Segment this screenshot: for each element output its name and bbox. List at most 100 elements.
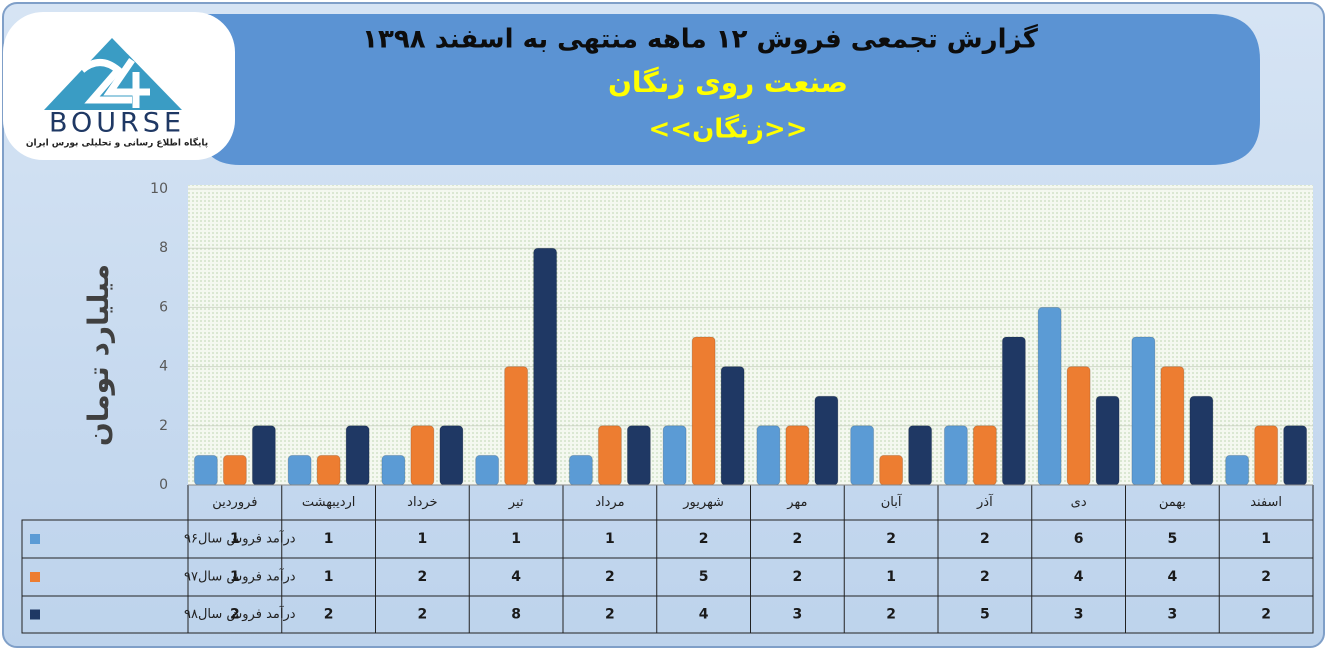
table-cell: 2 [793,531,803,547]
chart-subtitle2: <<زنگان>> [649,114,808,145]
bar [850,425,875,486]
table-cell: 8 [511,607,521,623]
legend-label: درآمد فروش سال۹۷ [184,568,296,585]
bar [879,454,904,486]
x-tick-label: آبان [881,493,903,510]
table-cell: 3 [1074,607,1084,623]
table-cell: 1 [1261,531,1271,547]
x-tick-label: اسفند [1250,495,1282,510]
y-tick-label: 6 [159,299,168,315]
legend-label: درآمد فروش سال۹۸ [184,605,296,622]
legend-swatch [30,609,40,620]
x-tick-label: خرداد [407,495,437,510]
table-cell: 4 [1168,569,1178,585]
plot-area [188,185,1313,485]
table-cell: 2 [230,607,240,623]
bar [568,454,593,486]
bar [662,425,687,486]
table-cell: 2 [418,607,428,623]
table-cell: 5 [699,569,709,585]
logo-text: BOURSE [49,108,185,139]
bar [756,425,781,486]
bar [720,366,745,486]
bar [251,425,276,486]
table-cell: 1 [886,569,896,585]
bar [1001,336,1026,486]
table-cell: 1 [230,531,240,547]
bar [287,454,312,486]
table-cell: 2 [886,607,896,623]
bar [439,425,464,486]
table-cell: 2 [1261,569,1271,585]
y-axis-label: میلیارد تومان [82,264,115,446]
bar [1095,395,1120,486]
bar [410,425,435,486]
table-cell: 2 [605,569,615,585]
y-tick-label: 4 [159,359,168,375]
legend-swatch [30,534,40,544]
bar [475,454,500,486]
table-cell: 2 [980,569,990,585]
bar [504,366,529,486]
legend-label: درآمد فروش سال۹۶ [184,530,296,547]
x-tick-label: مهر [786,495,807,510]
table-cell: 6 [1074,531,1084,547]
table-cell: 2 [793,569,803,585]
x-tick-label: تیر [508,495,524,510]
bar [1189,395,1214,486]
y-tick-label: 8 [159,240,168,256]
bar [1225,454,1250,486]
header-banner [200,14,1260,165]
x-tick-label: آذر [976,493,994,510]
table-cell: 2 [418,569,428,585]
bar [345,425,370,486]
x-tick-label: اردیبهشت [302,495,356,510]
x-tick-label: دی [1071,495,1087,510]
bar [785,425,810,486]
table-cell: 2 [605,607,615,623]
bar [1254,425,1279,486]
bar [1037,306,1062,486]
chart-subtitle: صنعت روی زنگان [608,66,848,99]
bar [1160,366,1185,486]
bar [972,425,997,486]
table-cell: 3 [793,607,803,623]
bar [533,247,558,486]
y-tick-label: 2 [159,418,168,434]
bar [381,454,406,486]
table-cell: 5 [980,607,990,623]
bar [1131,336,1156,486]
table-cell: 1 [418,531,428,547]
table-cell: 1 [324,531,334,547]
bar [193,454,218,486]
legend-swatch [30,572,40,582]
table-cell: 5 [1168,531,1178,547]
bar [597,425,622,486]
bar [222,454,247,486]
x-tick-label: مرداد [595,495,624,510]
table-cell: 2 [699,531,709,547]
table-cell: 1 [605,531,615,547]
table-cell: 4 [1074,569,1084,585]
table-cell: 2 [980,531,990,547]
x-tick-label: شهریور [682,495,724,510]
y-tick-label: 10 [150,181,168,197]
table-cell: 1 [511,531,521,547]
table-cell: 2 [1261,607,1271,623]
chart-title: گزارش تجمعی فروش ۱۲ ماهه منتهی به اسفند … [362,24,1039,55]
table-cell: 4 [699,607,709,623]
bar [1066,366,1091,486]
table-cell: 3 [1168,607,1178,623]
bar [943,425,968,486]
bar [908,425,933,486]
table-cell: 1 [324,569,334,585]
bar [626,425,651,486]
table-cell: 1 [230,569,240,585]
x-tick-label: فروردین [212,495,257,510]
bar [316,454,341,486]
logo-graphic [44,38,182,110]
bar [1283,425,1308,486]
table-cell: 2 [886,531,896,547]
logo-caption: پایگاه اطلاع رسانی و تحلیلی بورس ایران [26,137,208,149]
